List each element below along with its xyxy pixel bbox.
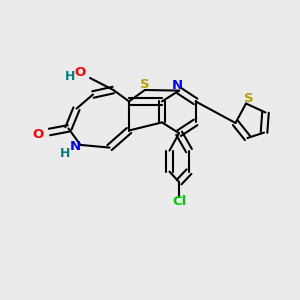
Text: H: H <box>65 70 76 83</box>
Text: N: N <box>69 140 81 153</box>
Text: H: H <box>60 147 70 161</box>
Text: O: O <box>33 128 44 141</box>
Text: Cl: Cl <box>172 195 186 208</box>
Text: O: O <box>75 66 86 79</box>
Text: S: S <box>244 92 253 105</box>
Text: S: S <box>140 78 150 91</box>
Text: N: N <box>172 79 183 92</box>
